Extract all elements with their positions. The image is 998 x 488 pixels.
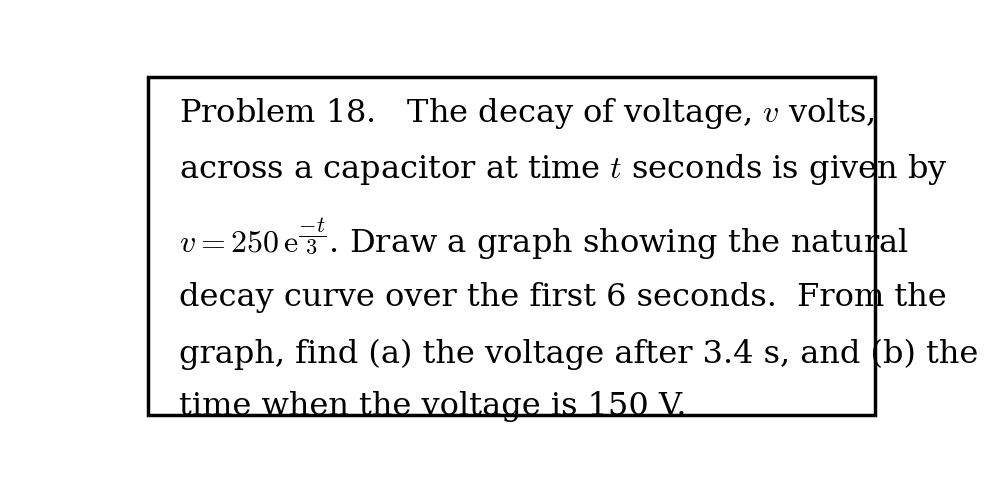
Text: time when the voltage is 150 V.: time when the voltage is 150 V. xyxy=(179,391,687,422)
Text: Problem 18.   The decay of voltage, $v$ volts,: Problem 18. The decay of voltage, $v$ vo… xyxy=(179,96,874,130)
Text: decay curve over the first 6 seconds.  From the: decay curve over the first 6 seconds. Fr… xyxy=(179,282,947,313)
Text: $v = 250\,\mathrm{e}^{\dfrac{-t}{\,3\,}}$. Draw a graph showing the natural: $v = 250\,\mathrm{e}^{\dfrac{-t}{\,3\,}}… xyxy=(179,216,909,262)
Text: across a capacitor at time $t$ seconds is given by: across a capacitor at time $t$ seconds i… xyxy=(179,152,947,187)
Text: graph, find (a) the voltage after 3.4 s, and (b) the: graph, find (a) the voltage after 3.4 s,… xyxy=(179,338,978,369)
